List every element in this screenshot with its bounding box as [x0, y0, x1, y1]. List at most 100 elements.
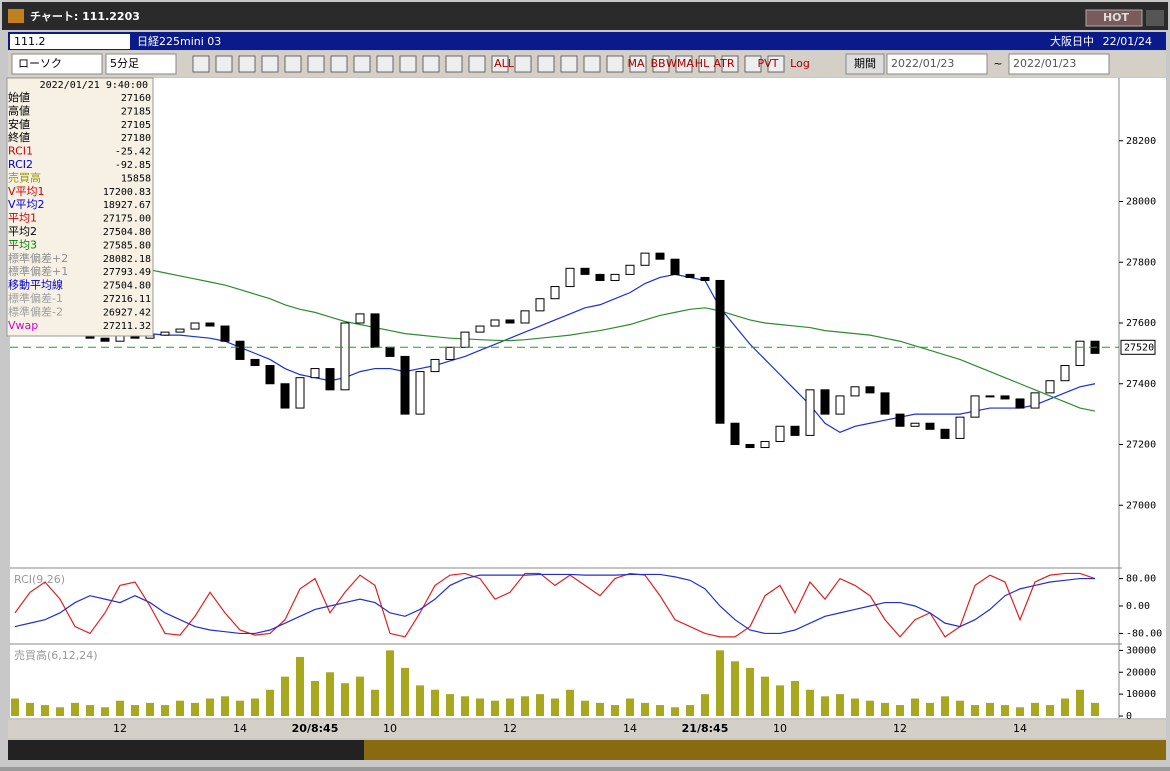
tool-icon[interactable]: [606, 55, 624, 73]
tool-icon[interactable]: [583, 55, 601, 73]
volume-bar: [641, 702, 649, 716]
tool-icon[interactable]: [629, 55, 647, 73]
candle: [595, 273, 605, 281]
tool-icon[interactable]: [376, 55, 394, 73]
tool-icon-label: HL: [695, 57, 710, 70]
tool-icon[interactable]: [330, 55, 348, 73]
candle: [1030, 392, 1040, 409]
candle: [220, 325, 230, 342]
y-tick-label: 10000: [1126, 689, 1156, 700]
volume-bar: [986, 702, 994, 716]
volume-bar: [686, 705, 694, 716]
y-tick-label: 80.00: [1126, 574, 1156, 585]
volume-bar: [551, 698, 559, 716]
tool-icon[interactable]: [698, 55, 716, 73]
candle: [445, 346, 455, 360]
tool-icon[interactable]: [675, 55, 693, 73]
tool-icon[interactable]: [192, 55, 210, 73]
info-value: 18927.67: [103, 200, 151, 211]
volume-bar: [26, 702, 34, 716]
x-tick-label: 14: [623, 722, 637, 735]
tool-icon[interactable]: [284, 55, 302, 73]
tool-icon[interactable]: [514, 55, 532, 73]
tool-icon[interactable]: [238, 55, 256, 73]
tool-icon[interactable]: [307, 55, 325, 73]
volume-bar: [911, 698, 919, 716]
candle: [685, 273, 695, 278]
candle: [970, 395, 980, 418]
tool-icon-label: BB: [650, 57, 665, 70]
tool-icon[interactable]: [744, 55, 762, 73]
tool-icon[interactable]: [721, 55, 739, 73]
candle: [625, 264, 635, 275]
info-value: 27211.32: [103, 321, 151, 332]
symbol-bar: [8, 32, 1166, 50]
info-label: 始値: [8, 90, 30, 104]
candle: [310, 368, 320, 379]
info-label: 終値: [8, 130, 30, 144]
moving-average: [14, 231, 1096, 412]
info-label: 標準偏差-2: [8, 304, 63, 318]
candle: [745, 444, 755, 449]
tool-icon-label: ALL: [494, 57, 515, 70]
volume-bar: [191, 702, 199, 716]
date: 22/01/24: [1103, 35, 1152, 48]
tool-icon[interactable]: [445, 55, 463, 73]
volume-bar: [371, 689, 379, 716]
interval: 5分足: [110, 57, 139, 70]
hot-button[interactable]: [1085, 9, 1143, 27]
from-input[interactable]: [886, 53, 988, 75]
volume-bar: [731, 661, 739, 716]
volume-bar: [146, 702, 154, 716]
tool-icon[interactable]: [422, 55, 440, 73]
tool-icon[interactable]: [215, 55, 233, 73]
tool-icon[interactable]: [560, 55, 578, 73]
volume-bar: [236, 700, 244, 716]
period-button[interactable]: [845, 53, 885, 75]
tool-icon-label: ATR: [713, 57, 734, 70]
tool-icon[interactable]: [537, 55, 555, 73]
tool-icon[interactable]: [652, 55, 670, 73]
x-tick-label: 12: [503, 722, 517, 735]
volume-bar: [506, 698, 514, 716]
candle: [715, 279, 725, 424]
info-value: 15858: [121, 173, 151, 184]
right-axis: [1122, 78, 1166, 718]
to-input[interactable]: [1008, 53, 1110, 75]
candle: [340, 322, 350, 391]
symbol-input[interactable]: [10, 34, 130, 49]
volume-bar: [1091, 702, 1099, 716]
tool-icon[interactable]: [399, 55, 417, 73]
volume-bar: [266, 689, 274, 716]
y-tick-label: 27800: [1126, 257, 1156, 268]
volume-bar: [866, 700, 874, 716]
volume-bar: [131, 705, 139, 716]
interval-select[interactable]: [105, 53, 177, 75]
candle: [535, 298, 545, 312]
y-tick-label: 20000: [1126, 667, 1156, 678]
close-button[interactable]: [1146, 10, 1164, 26]
y-tick-label: 30000: [1126, 645, 1156, 656]
tool-icon[interactable]: [353, 55, 371, 73]
chart-kind-select[interactable]: [11, 53, 103, 75]
candle: [505, 319, 515, 324]
tool-icon[interactable]: [468, 55, 486, 73]
candle: [430, 358, 440, 373]
tool-icon[interactable]: [767, 55, 785, 73]
info-value: 27504.80: [103, 281, 151, 292]
volume-bar: [56, 707, 64, 716]
candle: [910, 422, 920, 427]
volume-bar: [101, 707, 109, 716]
tool-icon[interactable]: [491, 55, 509, 73]
candle: [100, 337, 110, 342]
tool-icon-label: WMA: [666, 57, 694, 70]
candle: [205, 322, 215, 327]
y-tick-label: 27000: [1126, 500, 1156, 511]
tool-icon[interactable]: [261, 55, 279, 73]
candle: [1000, 395, 1010, 400]
tool-icon-label: PVT: [758, 57, 779, 70]
info-value: 27105: [121, 120, 151, 131]
candle: [475, 325, 485, 333]
